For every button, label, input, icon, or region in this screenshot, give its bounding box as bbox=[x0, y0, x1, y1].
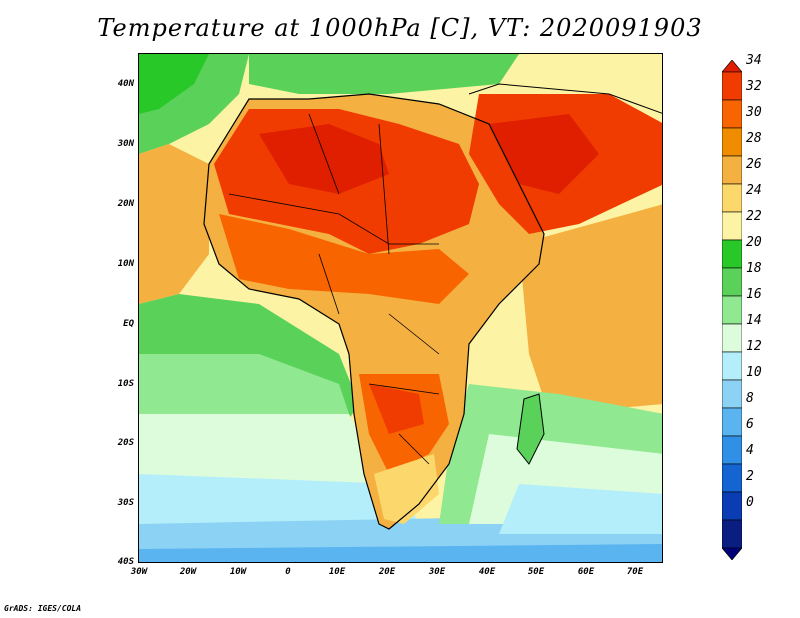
temperature-field bbox=[139, 54, 662, 562]
colorbar-label-26: 26 bbox=[746, 157, 762, 172]
lon-label-30w: 30W bbox=[130, 567, 148, 577]
colorbar-swatch bbox=[722, 127, 742, 157]
colorbar-label-16: 16 bbox=[746, 287, 762, 302]
lon-label-0: 0 bbox=[285, 567, 291, 577]
lat-label-30n: 30N bbox=[117, 139, 134, 149]
lat-label-40n: 40N bbox=[117, 79, 134, 89]
colorbar-swatch bbox=[722, 239, 742, 269]
colorbar-swatch bbox=[722, 155, 742, 185]
colorbar-swatch bbox=[722, 379, 742, 409]
colorbar-swatch bbox=[722, 60, 742, 73]
colorbar-swatch bbox=[722, 407, 742, 437]
colorbar-swatch bbox=[722, 267, 742, 297]
colorbar-swatch bbox=[722, 491, 742, 521]
colorbar-swatch bbox=[722, 463, 742, 493]
lat-label-40s: 40S bbox=[117, 557, 134, 567]
lat-label-10n: 10N bbox=[117, 259, 134, 269]
colorbar-label-10: 10 bbox=[746, 365, 762, 380]
colorbar-label-4: 4 bbox=[746, 443, 754, 458]
colorbar-swatch bbox=[722, 351, 742, 381]
colorbar bbox=[722, 60, 742, 560]
lat-label-30s: 30S bbox=[117, 498, 134, 508]
colorbar-swatch bbox=[722, 295, 742, 325]
lat-label-10s: 10S bbox=[117, 379, 134, 389]
colorbar-label-20: 20 bbox=[746, 235, 762, 250]
lon-label-40e: 40E bbox=[478, 567, 496, 577]
lon-label-70e: 70E bbox=[626, 567, 644, 577]
credit-text: GrADS: IGES/COLA bbox=[4, 604, 82, 613]
colorbar-label-24: 24 bbox=[746, 183, 762, 198]
lon-label-30e: 30E bbox=[428, 567, 446, 577]
lat-label-eq: EQ bbox=[123, 319, 134, 329]
colorbar-label-34: 34 bbox=[746, 53, 762, 68]
colorbar-label-14: 14 bbox=[746, 313, 762, 328]
colorbar-swatch bbox=[722, 547, 742, 560]
colorbar-label-30: 30 bbox=[746, 105, 762, 120]
lon-label-10w: 10W bbox=[229, 567, 247, 577]
colorbar-label-0: 0 bbox=[746, 495, 754, 510]
colorbar-swatch bbox=[722, 99, 742, 129]
colorbar-label-18: 18 bbox=[746, 261, 762, 276]
colorbar-swatch bbox=[722, 211, 742, 241]
colorbar-label-12: 12 bbox=[746, 339, 762, 354]
map-title: Temperature at 1000hPa [C], VT: 20200919… bbox=[97, 14, 703, 42]
colorbar-swatch bbox=[722, 519, 742, 549]
lon-label-20w: 20W bbox=[179, 567, 197, 577]
colorbar-label-32: 32 bbox=[746, 79, 762, 94]
lat-label-20n: 20N bbox=[117, 199, 134, 209]
colorbar-swatch bbox=[722, 71, 742, 101]
colorbar-label-28: 28 bbox=[746, 131, 762, 146]
lon-label-20e: 20E bbox=[378, 567, 396, 577]
lat-label-20s: 20S bbox=[117, 438, 134, 448]
lon-label-60e: 60E bbox=[577, 567, 595, 577]
colorbar-label-2: 2 bbox=[746, 469, 754, 484]
colorbar-label-8: 8 bbox=[746, 391, 754, 406]
lon-label-10e: 10E bbox=[328, 567, 346, 577]
colorbar-label-22: 22 bbox=[746, 209, 762, 224]
colorbar-swatch bbox=[722, 435, 742, 465]
colorbar-swatch bbox=[722, 183, 742, 213]
lon-label-50e: 50E bbox=[527, 567, 545, 577]
colorbar-label-6: 6 bbox=[746, 417, 754, 432]
colorbar-swatch bbox=[722, 323, 742, 353]
map-panel bbox=[138, 53, 663, 563]
